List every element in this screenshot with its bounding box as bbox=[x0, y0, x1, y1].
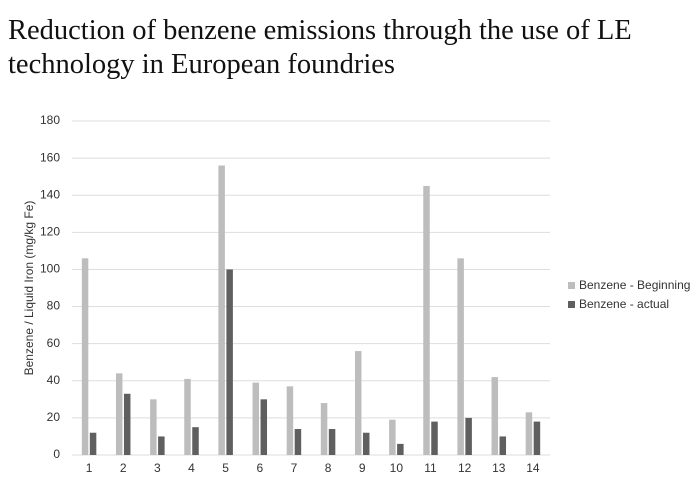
bar bbox=[81, 258, 89, 455]
bar bbox=[533, 421, 541, 455]
bar bbox=[294, 429, 302, 455]
x-tick-label: 7 bbox=[291, 461, 298, 475]
legend-swatch bbox=[568, 282, 575, 289]
y-tick-label: 140 bbox=[40, 187, 60, 201]
bar bbox=[423, 185, 430, 455]
bar bbox=[389, 419, 396, 455]
y-tick-label: 20 bbox=[47, 410, 61, 424]
x-tick-label: 11 bbox=[424, 461, 437, 475]
y-tick-label: 160 bbox=[40, 150, 60, 164]
x-tick-label: 4 bbox=[188, 461, 195, 475]
bar bbox=[260, 399, 268, 455]
legend-label: Benzene - actual bbox=[579, 297, 669, 311]
bar bbox=[150, 399, 157, 455]
chart-title: Reduction of benzene emissions through t… bbox=[8, 15, 632, 80]
bar bbox=[397, 443, 404, 455]
x-tick-label: 3 bbox=[154, 461, 161, 475]
y-tick-label: 180 bbox=[40, 113, 60, 127]
x-tick-label: 6 bbox=[256, 461, 263, 475]
bar bbox=[354, 351, 362, 455]
x-tick-label: 8 bbox=[325, 461, 332, 475]
bar bbox=[362, 432, 370, 455]
y-tick-label: 60 bbox=[47, 336, 61, 350]
x-tick-label: 2 bbox=[120, 461, 127, 475]
bar bbox=[286, 386, 294, 455]
y-tick-label: 80 bbox=[47, 299, 61, 313]
bar bbox=[89, 432, 97, 455]
x-tick-label: 12 bbox=[458, 461, 472, 475]
x-tick-label: 1 bbox=[86, 461, 93, 475]
bar bbox=[218, 165, 225, 456]
bar bbox=[252, 382, 260, 455]
bar bbox=[158, 436, 165, 455]
bar bbox=[192, 427, 199, 455]
x-tick-label: 13 bbox=[492, 461, 506, 475]
bar bbox=[123, 393, 131, 455]
bar bbox=[525, 412, 533, 455]
bar bbox=[499, 436, 507, 455]
x-tick-label: 9 bbox=[359, 461, 366, 475]
bar bbox=[465, 417, 472, 455]
y-tick-label: 100 bbox=[40, 262, 60, 276]
bar bbox=[328, 429, 336, 455]
bar bbox=[457, 258, 464, 455]
x-tick-label: 10 bbox=[390, 461, 404, 475]
legend-label: Benzene - Beginning bbox=[579, 278, 690, 292]
bar bbox=[491, 377, 499, 455]
bar bbox=[184, 378, 191, 455]
y-axis-label: Benzene / Liquid Iron (mg/kg Fe) bbox=[22, 201, 36, 376]
x-tick-label: 5 bbox=[222, 461, 229, 475]
y-tick-label: 120 bbox=[40, 225, 60, 239]
bar bbox=[115, 373, 123, 455]
bar bbox=[320, 403, 328, 455]
legend-swatch bbox=[568, 301, 575, 308]
y-tick-label: 40 bbox=[47, 373, 61, 387]
bar bbox=[226, 269, 233, 455]
y-tick-label: 0 bbox=[53, 447, 60, 461]
bar bbox=[431, 421, 438, 455]
x-tick-label: 14 bbox=[526, 461, 540, 475]
